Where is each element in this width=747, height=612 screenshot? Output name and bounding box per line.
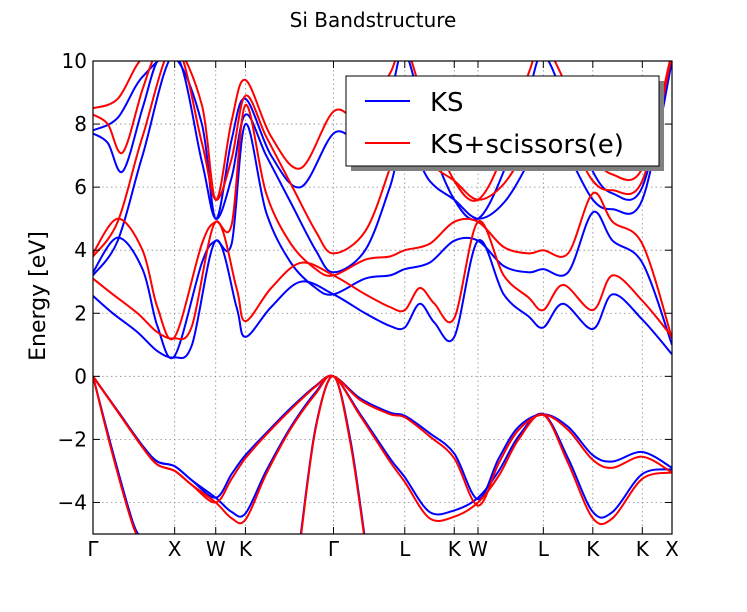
y-axis-label: Energy [eV]	[26, 231, 51, 361]
band-line	[93, 239, 672, 360]
x-tick-label: X	[168, 537, 182, 561]
x-tick-label: K	[448, 537, 462, 561]
band-line	[93, 376, 140, 534]
legend-label-scissors: KS+scissors(e)	[430, 130, 624, 160]
x-tick-label: W	[206, 537, 226, 561]
band-line	[93, 61, 154, 155]
band-line	[93, 374, 672, 526]
x-tick-label: X	[665, 537, 679, 561]
y-tick-label: 2	[74, 301, 87, 325]
band-line	[93, 374, 672, 507]
legend-label-ks: KS	[430, 88, 464, 118]
legend: KS KS+scissors(e)	[345, 75, 664, 171]
y-tick-label: 6	[74, 175, 87, 199]
legend-box	[345, 75, 660, 167]
x-tick-label: L	[538, 537, 550, 561]
band-line	[93, 123, 672, 360]
band-line	[93, 61, 159, 174]
x-tick-label: K	[239, 537, 253, 561]
y-tick-label: −2	[58, 427, 87, 451]
y-tick-label: 10	[62, 49, 87, 73]
plot-frame	[92, 60, 673, 535]
y-tick-label: 8	[74, 112, 87, 136]
y-axis-ticks: −4 −2 0 2 4 6 8 10	[58, 49, 672, 514]
y-tick-label: −4	[58, 490, 87, 514]
x-tick-label: W	[468, 537, 488, 561]
chart-title: Si Bandstructure	[290, 8, 457, 32]
band-line	[93, 220, 672, 341]
x-tick-label: L	[399, 537, 411, 561]
x-tick-label: Γ	[87, 537, 99, 561]
band-line	[93, 374, 672, 501]
band-line	[93, 104, 672, 341]
x-tick-label: K	[586, 537, 600, 561]
y-tick-label: 0	[74, 364, 87, 388]
x-tick-label: K	[636, 537, 650, 561]
band-line	[93, 376, 138, 534]
y-tick-label: 4	[74, 238, 87, 262]
x-tick-label: Γ	[328, 537, 340, 561]
band-line	[300, 375, 365, 534]
